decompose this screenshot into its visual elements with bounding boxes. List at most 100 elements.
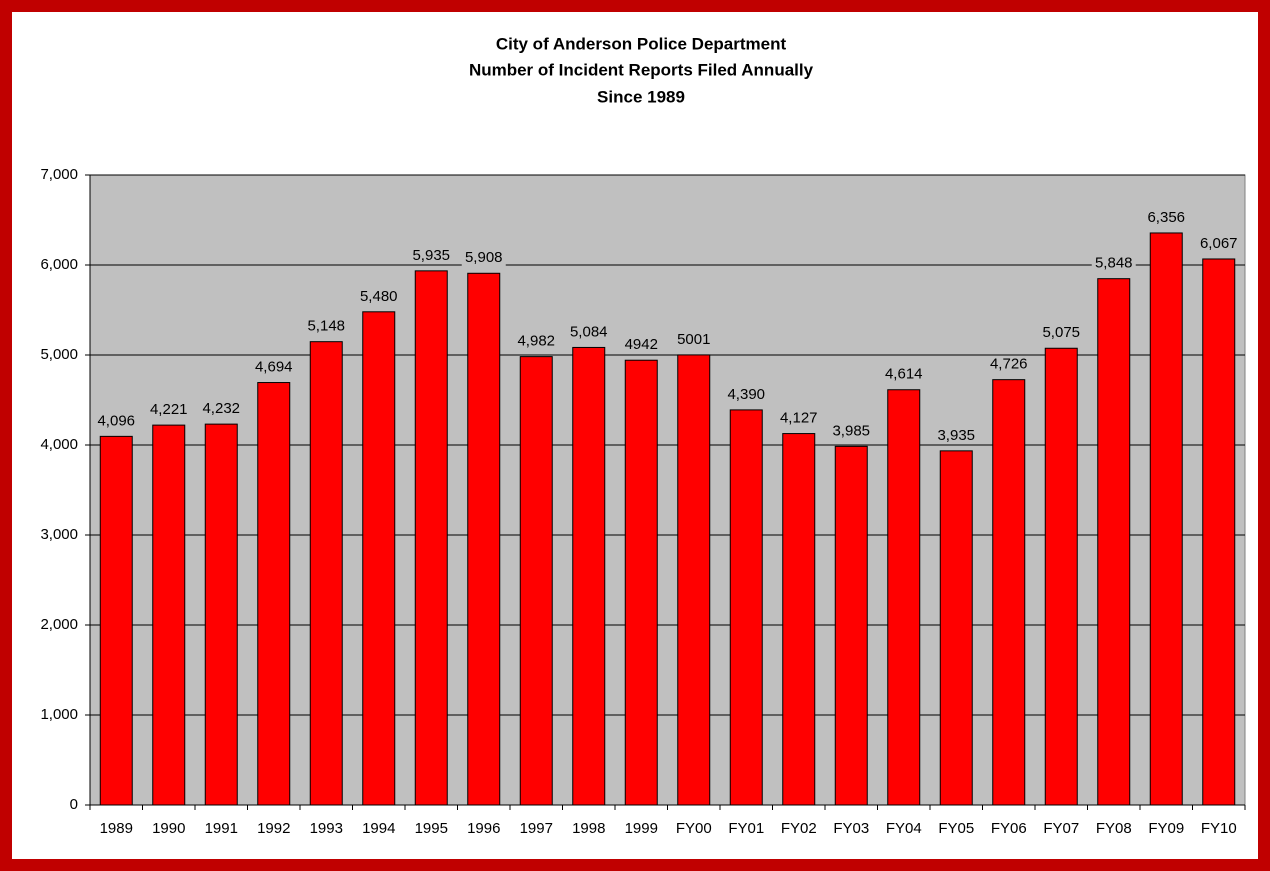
value-label-bg	[94, 413, 139, 430]
y-tick-label: 6,000	[40, 256, 78, 273]
bar	[309, 341, 343, 806]
bar	[414, 270, 448, 806]
y-tick-label: 7,000	[40, 166, 78, 183]
value-label: 3,985	[832, 422, 870, 439]
bar	[572, 346, 606, 806]
x-tick-label: FY01	[728, 820, 764, 837]
value-label: 4,614	[885, 366, 923, 383]
value-label-bg	[146, 402, 191, 419]
chart-title: Number of Incident Reports Filed Annuall…	[469, 60, 814, 79]
value-label-bg	[724, 386, 769, 403]
value-label-bg	[1144, 209, 1189, 226]
value-label: 3,935	[937, 427, 975, 444]
value-label-bg	[514, 333, 559, 350]
value-label-bg	[199, 401, 244, 418]
value-label-bg	[409, 247, 454, 264]
x-tick-label: 1998	[572, 820, 605, 837]
value-label: 4942	[625, 336, 658, 353]
x-tick-label: FY08	[1096, 820, 1132, 837]
value-label: 5,848	[1095, 255, 1133, 272]
x-tick-label: 1990	[152, 820, 185, 837]
value-label: 4,694	[255, 359, 293, 376]
y-tick-label: 1,000	[40, 706, 78, 723]
bar	[1044, 347, 1078, 806]
value-label: 6,067	[1200, 235, 1238, 252]
bar	[1202, 258, 1236, 806]
x-tick-label: FY07	[1043, 820, 1079, 837]
value-label-bg	[619, 337, 664, 354]
bar	[362, 311, 396, 806]
x-tick-label: FY00	[676, 820, 712, 837]
value-label: 4,127	[780, 410, 818, 427]
value-label-bg	[881, 366, 926, 383]
chart-title: Since 1989	[597, 87, 685, 106]
x-tick-label: FY05	[938, 820, 974, 837]
value-label-bg	[776, 410, 821, 427]
value-label: 5,480	[360, 288, 398, 305]
value-label-bg	[1039, 325, 1084, 342]
x-tick-label: FY09	[1148, 820, 1184, 837]
bar	[1097, 278, 1131, 806]
bar	[834, 445, 868, 806]
bar	[624, 359, 658, 806]
x-tick-label: 1991	[205, 820, 238, 837]
x-tick-label: 1989	[100, 820, 133, 837]
value-label: 5,148	[307, 318, 345, 335]
x-tick-label: 1999	[625, 820, 658, 837]
value-label: 6,356	[1147, 209, 1185, 226]
value-label-bg	[566, 324, 611, 341]
bar	[887, 389, 921, 806]
value-label-bg	[356, 288, 401, 305]
value-label: 5,084	[570, 323, 608, 340]
value-label: 5001	[677, 331, 710, 348]
x-tick-label: FY03	[833, 820, 869, 837]
value-label: 5,908	[465, 249, 503, 266]
value-label-bg	[986, 356, 1031, 373]
bar	[729, 409, 763, 806]
value-label-bg	[829, 423, 874, 440]
x-tick-label: FY06	[991, 820, 1027, 837]
value-label-bg	[934, 427, 979, 444]
x-tick-label: FY10	[1201, 820, 1237, 837]
x-tick-label: FY04	[886, 820, 922, 837]
value-label: 4,726	[990, 356, 1028, 373]
value-label-bg	[1091, 255, 1136, 272]
bar	[204, 423, 238, 806]
bar	[519, 356, 553, 806]
bar	[99, 435, 133, 806]
value-label: 4,982	[517, 333, 555, 350]
y-tick-label: 2,000	[40, 616, 78, 633]
bar	[782, 433, 816, 806]
bar	[152, 424, 186, 806]
value-label-bg	[304, 318, 349, 335]
value-label: 4,390	[727, 386, 765, 403]
x-tick-label: 1994	[362, 820, 395, 837]
x-tick-label: FY02	[781, 820, 817, 837]
value-label: 4,096	[97, 412, 135, 429]
y-tick-label: 3,000	[40, 526, 78, 543]
x-tick-label: 1993	[310, 820, 343, 837]
value-label: 4,221	[150, 401, 188, 418]
value-label: 5,075	[1042, 324, 1080, 341]
value-label-bg	[1196, 235, 1241, 252]
chart-title: City of Anderson Police Department	[496, 34, 787, 53]
bar	[992, 379, 1026, 806]
y-tick-label: 5,000	[40, 346, 78, 363]
x-tick-label: 1996	[467, 820, 500, 837]
value-label-bg	[251, 359, 296, 376]
bar	[1149, 232, 1183, 806]
bar	[467, 272, 501, 806]
value-label: 4,232	[202, 400, 240, 417]
bar	[677, 354, 711, 806]
x-tick-label: 1992	[257, 820, 290, 837]
y-tick-label: 4,000	[40, 436, 78, 453]
value-label: 5,935	[412, 247, 450, 264]
bar	[257, 382, 291, 806]
bar	[939, 450, 973, 806]
x-tick-label: 1997	[520, 820, 553, 837]
y-tick-label: 0	[70, 796, 78, 813]
x-tick-label: 1995	[415, 820, 448, 837]
value-label-bg	[671, 331, 716, 348]
